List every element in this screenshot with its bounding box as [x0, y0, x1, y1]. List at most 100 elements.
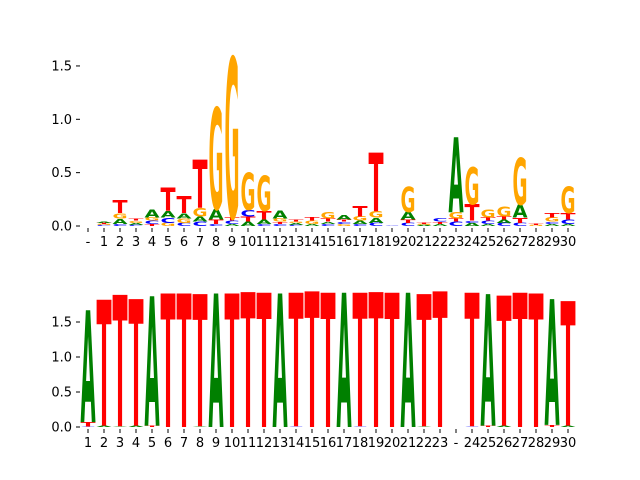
x-tick-label: 21: [400, 436, 417, 451]
logo-letter-T: T: [353, 256, 368, 469]
svg-text:A: A: [561, 425, 576, 427]
logo-letter-T: T: [321, 218, 336, 223]
logo-letter-G: G: [209, 81, 224, 242]
logo-letter-C: C: [337, 221, 352, 224]
logo-letter-A: A: [561, 425, 576, 427]
logo-column-18: CT: [353, 256, 368, 469]
logo-letter-A: A: [545, 223, 560, 226]
svg-text:C: C: [257, 223, 272, 226]
x-tick-label: 17: [336, 436, 353, 451]
logo-letter-G: G: [353, 215, 368, 222]
logo-letter-A: A: [145, 261, 160, 468]
svg-text:C: C: [321, 223, 336, 226]
logo-letter-A: A: [161, 209, 176, 219]
svg-text:A: A: [209, 257, 224, 471]
svg-text:C: C: [481, 220, 496, 225]
logo-letter-T: T: [289, 219, 304, 223]
logo-letter-A: A: [129, 222, 144, 225]
logo-letter-G: G: [529, 225, 544, 227]
logo-column-22: ATC: [433, 218, 448, 227]
svg-text:C: C: [337, 221, 352, 224]
logo-letter-G: G: [545, 217, 560, 224]
logo-letter-C: C: [513, 222, 528, 227]
logo-column-2: AT: [97, 267, 112, 468]
logo-letter-A: A: [209, 257, 224, 471]
svg-text:C: C: [193, 221, 208, 228]
svg-text:G: G: [545, 217, 560, 224]
x-tick-label: 7: [196, 235, 204, 250]
logo-letter-A: A: [337, 215, 353, 222]
logo-letter-T: T: [257, 256, 272, 471]
x-tick-label: 9: [212, 436, 220, 451]
svg-text:G: G: [273, 218, 288, 223]
logo-letter-A: A: [97, 425, 112, 427]
x-tick-label: 29: [544, 235, 561, 250]
logo-letter-A: A: [337, 255, 352, 470]
logo-column-23: T: [433, 256, 448, 472]
logo-letter-T: T: [417, 222, 433, 224]
svg-text:T: T: [129, 266, 144, 468]
logo-letter-T: T: [129, 266, 144, 468]
svg-text:A: A: [481, 223, 496, 226]
x-tick-label: 6: [180, 235, 188, 250]
y-tick-label: 1.5: [51, 316, 72, 331]
x-tick-label: 25: [480, 235, 497, 250]
logo-letter-A: A: [401, 255, 416, 470]
logo-letter-T: T: [465, 202, 480, 227]
logo-letter-T: T: [369, 136, 384, 230]
logo-letter-G: G: [225, 15, 240, 270]
svg-text:A: A: [193, 426, 209, 427]
logo-letter-G: G: [193, 206, 208, 220]
logo-letter-T: T: [193, 259, 208, 470]
logo-letter-G: G: [481, 208, 496, 220]
svg-text:T: T: [465, 256, 480, 469]
logo-letter-C: C: [433, 218, 448, 223]
x-tick-label: 1: [100, 235, 108, 250]
logo-letter-C: C: [481, 220, 496, 225]
logo-letter-T: T: [497, 260, 512, 468]
logo-column-28: T: [529, 257, 544, 470]
logo-letter-A: A: [481, 260, 496, 469]
svg-text:T: T: [161, 181, 176, 219]
svg-text:A: A: [401, 255, 416, 470]
svg-text:A: A: [305, 223, 320, 226]
svg-text:C: C: [561, 218, 576, 225]
svg-text:A: A: [113, 426, 129, 427]
svg-text:T: T: [337, 219, 352, 223]
y-axis: 0.0 0.5 1.0 1.5: [51, 59, 80, 235]
logo-letter-C: C: [161, 216, 176, 225]
x-tick-label: 18: [368, 235, 385, 250]
logo-letter-G: G: [145, 217, 160, 222]
svg-text:G: G: [161, 222, 176, 227]
x-tick-label: 19: [368, 436, 385, 451]
logo-letter-T: T: [241, 215, 257, 223]
logo-letter-C: C: [321, 223, 336, 226]
svg-text:G: G: [417, 224, 432, 226]
logo-letter-T: T: [433, 221, 448, 225]
svg-text:C: C: [449, 221, 464, 228]
svg-text:C: C: [465, 426, 480, 427]
svg-text:C: C: [289, 225, 304, 227]
logo-letter-G: G: [417, 224, 432, 226]
x-tick-label: 3: [132, 235, 140, 250]
svg-text:A: A: [353, 220, 368, 225]
logo-letter-C: C: [449, 221, 464, 228]
logo-letter-T: T: [257, 210, 272, 223]
logo-letter-C: C: [81, 426, 96, 427]
x-tick-label: 9: [228, 235, 236, 250]
logo-column-4: AT: [129, 266, 144, 468]
top-logo-panel: 0.00.51.01.5- 1 2 3 4 5 6 7 8 9 10 11 12 13 14 15 16 17 18…: [51, 15, 576, 270]
x-tick-label: 11: [240, 436, 257, 451]
logo-letter-T: T: [337, 219, 352, 223]
svg-text:T: T: [417, 259, 432, 470]
svg-text:A: A: [545, 223, 560, 226]
x-tick-label: 2: [100, 436, 108, 451]
logo-letter-T: T: [433, 256, 448, 472]
x-tick-label: 13: [272, 436, 289, 451]
svg-text:G: G: [209, 81, 224, 242]
logo-letter-A: A: [97, 222, 113, 224]
